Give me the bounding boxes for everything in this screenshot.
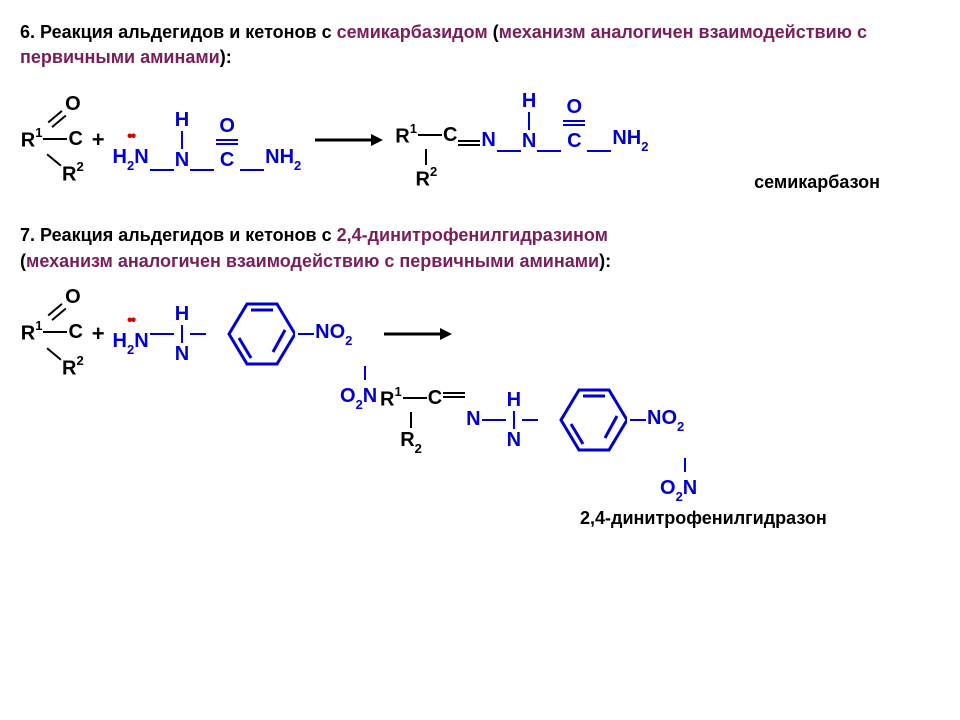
h-atom: H (175, 109, 189, 131)
carbonyl-group: O R1 C R2 (20, 298, 84, 369)
r1-group: R1 (395, 124, 417, 147)
c-atom: C (428, 388, 442, 408)
benzene-ring (541, 380, 627, 460)
reaction-scheme-6: O R1 C R2 + •• H2N H N (20, 90, 940, 193)
o2n-group: O2N (660, 454, 940, 502)
dnph-product: R1 C R2 N H N (380, 380, 684, 460)
n-atom: N (466, 408, 480, 431)
heading-text: 7. Реакция альдегидов и кетонов с (20, 225, 337, 245)
h-atom: H (522, 90, 536, 112)
c-atom: C (443, 125, 457, 145)
r1-group: R1 (380, 387, 402, 410)
carbon-atom: C (68, 129, 82, 149)
o-atom: O (567, 96, 583, 118)
carbonyl-group: O R1 C R2 (20, 105, 84, 176)
c-atom: C (567, 130, 581, 152)
heading-reagent: семикарбазидом (337, 22, 488, 42)
r1-group: R1 (21, 321, 43, 344)
r2-group: R2 (62, 162, 84, 185)
heading-text: ): (220, 47, 232, 67)
product-label: 2,4-динитрофенилгидразон (580, 508, 940, 529)
r1-group: R1 (21, 128, 43, 151)
section7-heading: 7. Реакция альдегидов и кетонов с 2,4-ди… (20, 223, 940, 273)
plus-sign: + (92, 321, 105, 347)
n-atom: N (507, 429, 521, 451)
heading-reagent: 2,4-динитрофенилгидразином (337, 225, 608, 245)
r2-group: R2 (62, 356, 84, 379)
lone-pair: •• (127, 128, 134, 146)
nh2-group: NH2 (265, 146, 301, 171)
n-atom: N (175, 149, 189, 171)
benzene-ring (209, 294, 295, 374)
no2-group: NO2 (315, 321, 352, 346)
n-atom: N (175, 343, 189, 365)
dnph-reagent: •• H2N H N NO2 (113, 294, 353, 374)
h-atom: H (175, 303, 189, 325)
lone-pair: •• (127, 312, 134, 330)
oxygen-atom: O (65, 287, 81, 307)
n-atom: N (481, 129, 495, 152)
n-atom: N (522, 130, 536, 152)
c-atom: C (220, 149, 234, 171)
oxygen-atom: O (65, 94, 81, 114)
heading-text: ): (599, 251, 611, 271)
reaction-scheme-7: O R1 C R2 + •• H2N H N (20, 294, 940, 529)
section6-heading: 6. Реакция альдегидов и кетонов с семика… (20, 20, 940, 70)
plus-sign: + (92, 127, 105, 153)
no2-group: NO2 (647, 407, 684, 432)
heading-text: 6. Реакция альдегидов и кетонов с (20, 22, 337, 42)
semicarbazide-reagent: •• H2N H N O C NH2 (113, 109, 302, 171)
o-atom: O (219, 115, 235, 137)
r2-group: R2 (415, 167, 437, 190)
r2-group: R2 (400, 430, 422, 453)
heading-text: ( (488, 22, 499, 42)
nh2-group: NH2 (612, 127, 648, 152)
carbon-atom: C (68, 322, 82, 342)
reaction-arrow (313, 131, 383, 149)
reaction-arrow (382, 325, 452, 343)
semicarbazone-product: R1 C R2 N H N O (395, 90, 648, 190)
h-atom: H (507, 389, 521, 411)
heading-mechanism: механизм аналогичен взаимодействию с пер… (26, 251, 599, 271)
